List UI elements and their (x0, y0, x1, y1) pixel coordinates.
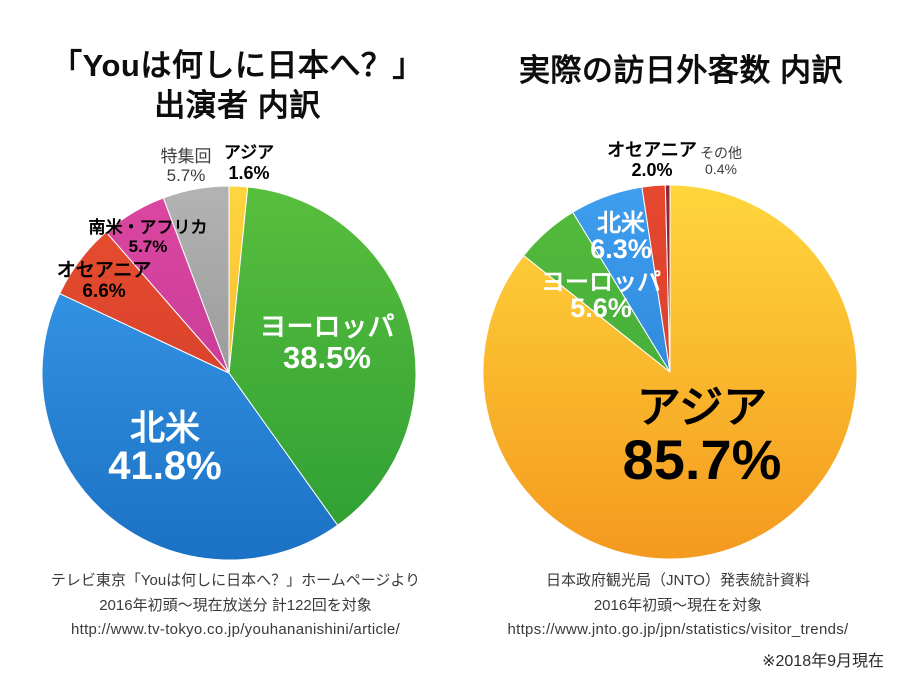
label-left-asia-value: 1.6% (228, 163, 270, 183)
pie-slice-special-episodes (162, 185, 230, 374)
label-left-south-america-africa-name: 南米・アフリカ (88, 218, 208, 237)
label-right-europe-name: ヨーロッパ (541, 269, 661, 296)
label-left-special-episodes-value: 5.7% (166, 166, 206, 185)
right-source-note: 日本政府観光局（JNTO）発表統計資料 2016年初頭～現在を対象 https:… (468, 569, 888, 643)
right-source-line1: 日本政府観光局（JNTO）発表統計資料 (546, 572, 810, 589)
label-left-special-episodes-name: 特集回 (160, 147, 212, 166)
cast-pie-chart (41, 185, 417, 561)
label-left-north-america-value: 41.8% (108, 444, 222, 488)
pie-slice-north-america (41, 293, 339, 561)
left-source-line1: テレビ東京「Youは何しに日本へ？」ホームページより (50, 572, 421, 589)
label-left-asia-name: アジア (223, 143, 275, 162)
left-chart-title-line2: 出演者 内訳 (154, 88, 321, 123)
label-right-other-name: その他 (700, 145, 742, 161)
pie-slice-europe (228, 186, 417, 526)
label-right-europe: ヨーロッパ 5.6% (541, 269, 661, 323)
label-left-oceania: オセアニア 6.6% (57, 259, 152, 301)
label-left-south-america-africa: 南米・アフリカ 5.7% (89, 218, 208, 255)
label-right-north-america-name: 北米 (596, 210, 645, 237)
label-left-europe: ヨーロッパ 38.5% (259, 312, 395, 375)
label-right-asia-value: 85.7% (622, 428, 782, 491)
label-right-asia-name: アジア (636, 383, 768, 432)
pie-slice-other (664, 184, 671, 373)
label-left-asia: アジア 1.6% (224, 142, 274, 183)
label-right-oceania-value: 2.0% (631, 160, 673, 180)
left-source-note: テレビ東京「Youは何しに日本へ？」ホームページより 2016年初頭～現在放送分… (8, 569, 463, 643)
label-left-europe-name: ヨーロッパ (259, 312, 395, 342)
label-left-north-america-name: 北米 (129, 409, 201, 448)
label-left-europe-value: 38.5% (283, 340, 371, 375)
label-right-other-value: 0.4% (705, 161, 737, 177)
right-chart-title: 実際の訪日外客数 内訳 (475, 52, 887, 90)
label-left-oceania-value: 6.6% (82, 281, 126, 302)
left-source-line2: 2016年初頭～現在放送分 計122回を対象 (99, 596, 372, 614)
right-source-url: https://www.jnto.go.jp/jpn/statistics/vi… (507, 621, 849, 638)
label-right-oceania: オセアニア 2.0% (607, 139, 697, 179)
label-left-oceania-name: オセアニア (56, 260, 152, 281)
right-source-line2: 2016年初頭～現在を対象 (593, 596, 763, 614)
left-source-url: http://www.tv-tokyo.co.jp/youhananishini… (70, 621, 401, 638)
label-right-europe-value: 5.6% (570, 293, 632, 323)
label-right-north-america-value: 6.3% (590, 234, 652, 264)
label-left-south-america-africa-value: 5.7% (128, 237, 168, 256)
label-right-other: その他 0.4% (700, 144, 742, 176)
left-chart-title: 「Youは何しに日本へ？」 出演者 内訳 (5, 46, 470, 126)
label-right-oceania-name: オセアニア (607, 140, 697, 160)
label-right-asia: アジア 85.7% (622, 383, 782, 491)
left-chart-title-line1: 「Youは何しに日本へ？」 (51, 48, 424, 83)
visitors-pie-chart (482, 184, 858, 560)
label-right-north-america: 北米 6.3% (590, 210, 652, 264)
label-left-special-episodes: 特集回 5.7% (161, 146, 212, 184)
footnote-date: ※2018年9月現在 (762, 653, 884, 670)
label-left-north-america: 北米 41.8% (108, 409, 222, 488)
right-chart-title-line1: 実際の訪日外客数 内訳 (518, 53, 844, 88)
